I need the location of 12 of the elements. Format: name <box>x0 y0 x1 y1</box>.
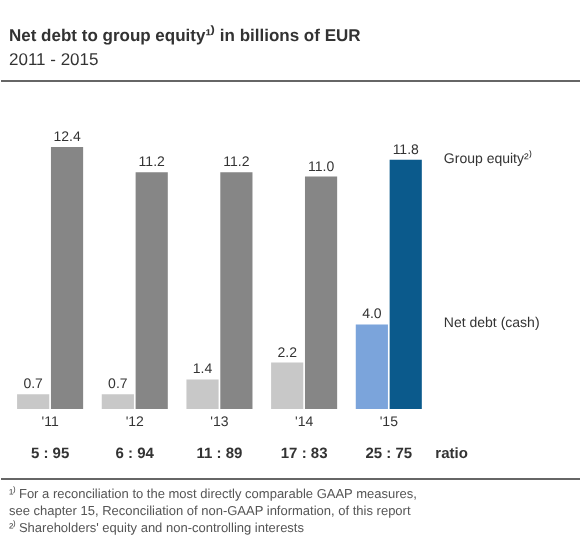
bar <box>271 362 304 409</box>
bar <box>17 394 50 409</box>
bar <box>135 172 168 409</box>
chart-subtitle: 2011 - 2015 <box>9 49 100 69</box>
bar <box>304 176 338 409</box>
bar <box>389 159 422 409</box>
bar <box>186 379 219 409</box>
bar <box>220 172 253 409</box>
bar <box>101 394 134 409</box>
chart-title: Net debt to group equity¹⁾ in billions of EUR <box>9 25 361 45</box>
bar <box>50 147 84 409</box>
bar <box>355 324 388 409</box>
